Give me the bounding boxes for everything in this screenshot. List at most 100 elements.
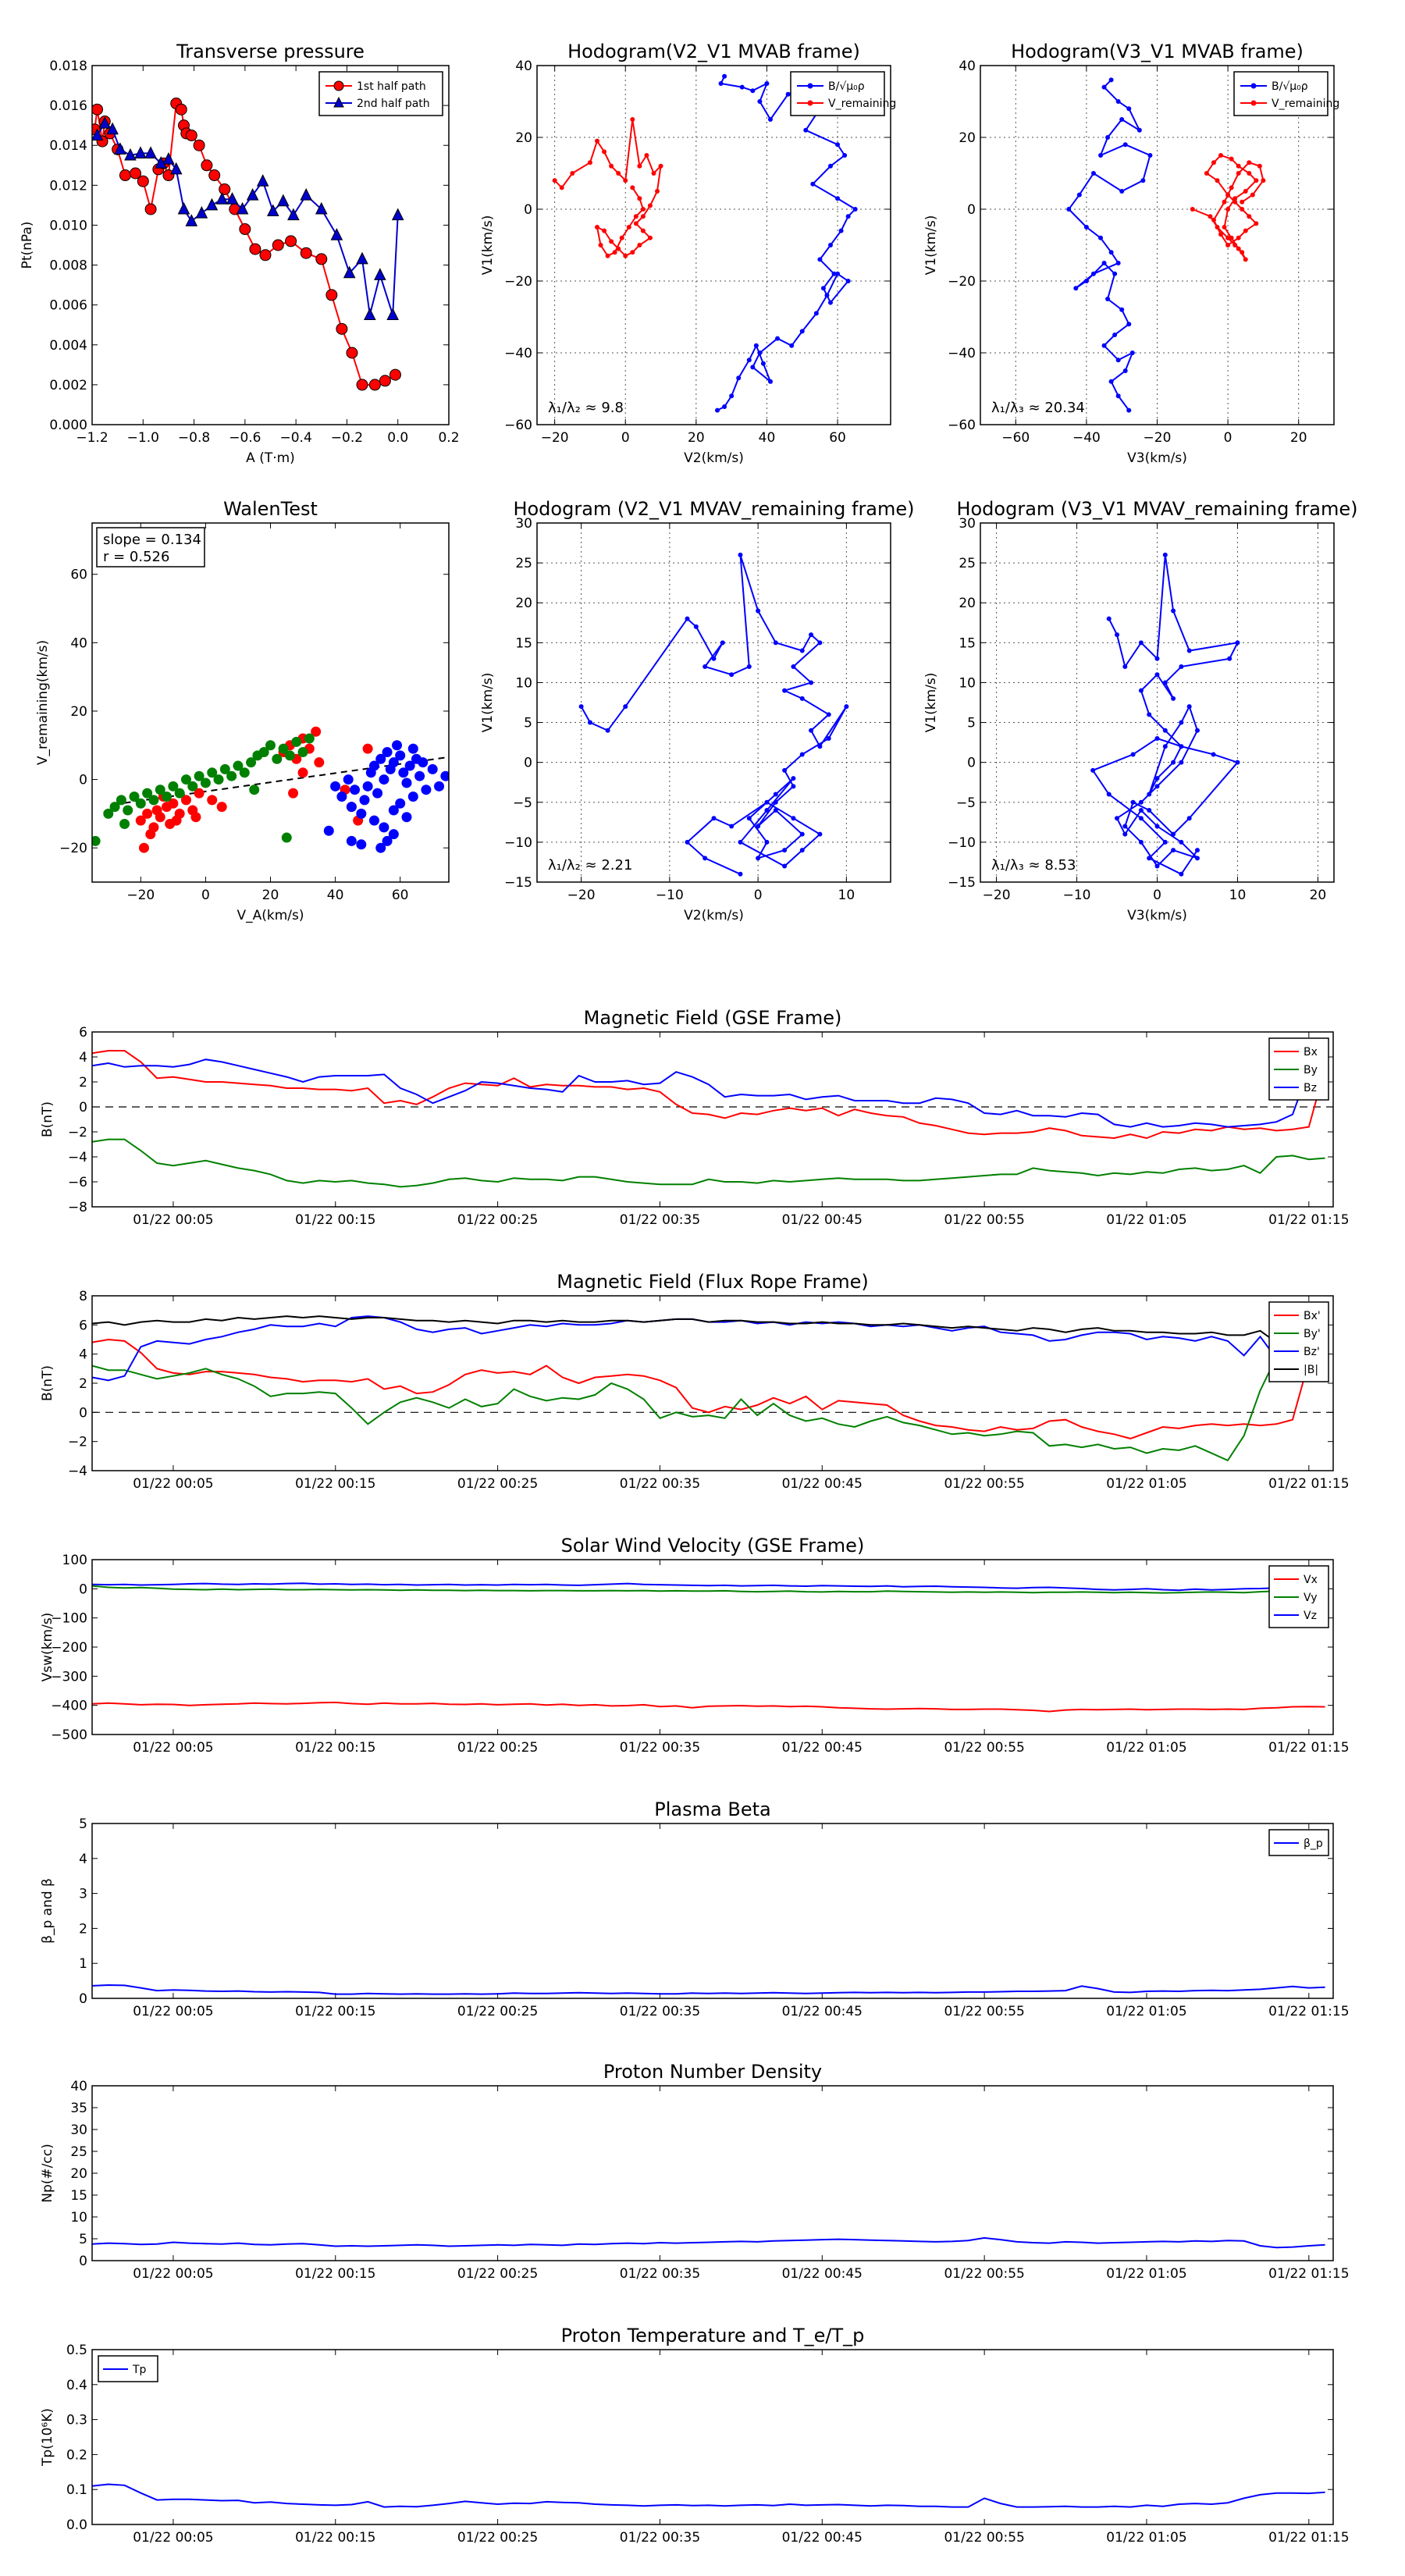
- data-point: [782, 688, 788, 693]
- data-point: [1101, 343, 1107, 348]
- data-point: [685, 616, 690, 621]
- data-point: [434, 781, 445, 792]
- y-tick-label: −400: [51, 1699, 87, 1714]
- data-point: [194, 788, 205, 799]
- data-point: [155, 812, 165, 823]
- x-tick-label: 40: [759, 430, 776, 446]
- data-point: [1229, 156, 1234, 162]
- data-point: [552, 178, 557, 183]
- data-point: [256, 174, 269, 187]
- y-tick-label: 0: [79, 1405, 87, 1421]
- plot-area: [578, 552, 849, 877]
- data-point: [216, 802, 227, 813]
- data-point: [817, 744, 823, 749]
- fit-line: [124, 756, 449, 804]
- data-point: [1112, 333, 1118, 337]
- data-point: [249, 785, 260, 795]
- data-point: [835, 271, 841, 276]
- data-point: [810, 181, 816, 187]
- data-point: [391, 208, 404, 221]
- x-tick-label: 01/22 00:25: [457, 1740, 538, 1756]
- y-tick-label: 20: [70, 2166, 87, 2182]
- data-point: [1171, 760, 1176, 765]
- data-point: [297, 767, 308, 778]
- x-axis-label: A (T·m): [246, 450, 295, 466]
- series-line-0: [92, 1050, 1326, 1140]
- x-tick-label: 01/22 00:15: [295, 2266, 375, 2282]
- data-point: [1147, 153, 1153, 158]
- data-point: [137, 175, 149, 187]
- chart-title: Hodogram(V3_V1 MVAB frame): [1011, 41, 1304, 62]
- data-point: [1162, 839, 1168, 845]
- data-point: [1254, 221, 1259, 226]
- data-point: [177, 201, 190, 215]
- data-point: [1250, 192, 1255, 197]
- data-point: [219, 183, 231, 195]
- data-point: [1115, 358, 1121, 363]
- data-point: [285, 235, 297, 247]
- transverse-pressure-frame: [91, 65, 450, 425]
- data-point: [379, 375, 391, 387]
- data-point: [820, 286, 826, 291]
- data-point: [809, 680, 814, 685]
- series-line-2: [92, 1059, 1325, 1128]
- data-point: [1186, 704, 1192, 710]
- x-tick-label: −60: [1001, 430, 1030, 446]
- data-point: [605, 728, 610, 733]
- hodogram-v3v1-mvab-frame: [980, 65, 1335, 425]
- data-point: [1215, 178, 1220, 183]
- data-point: [750, 88, 756, 94]
- data-point: [1126, 407, 1132, 413]
- data-point: [427, 763, 438, 774]
- data-point: [277, 194, 290, 207]
- data-point: [142, 808, 153, 819]
- chart-title: Hodogram (V2_V1 MVAV_remaining frame): [513, 498, 914, 520]
- y-axis-label: Tp(10⁶K): [40, 2408, 55, 2467]
- data-point: [767, 117, 773, 122]
- series-line-0: [92, 1701, 1325, 1713]
- data-point: [609, 239, 614, 244]
- x-tick-label: 10: [1229, 888, 1247, 903]
- data-point: [343, 265, 356, 279]
- series-line-2: [92, 1582, 1325, 1592]
- data-point: [401, 777, 412, 788]
- series-line-0: [92, 1984, 1325, 1995]
- data-point: [1194, 856, 1200, 861]
- data-point: [1101, 261, 1107, 265]
- legend-label: Bz': [1304, 1346, 1320, 1358]
- data-point: [637, 243, 642, 247]
- chart-title: WalenTest: [223, 498, 318, 520]
- data-point: [1235, 760, 1240, 765]
- data-point: [314, 757, 325, 768]
- data-point: [1136, 127, 1142, 133]
- data-point: [205, 197, 219, 211]
- data-point: [1235, 640, 1240, 646]
- data-point: [616, 171, 621, 176]
- proton-number-density-frame: [91, 2085, 1334, 2261]
- data-point: [1115, 816, 1120, 821]
- data-point: [602, 228, 607, 233]
- x-tick-label: 01/22 00:05: [133, 1476, 213, 1492]
- y-tick-label: 0: [524, 756, 532, 771]
- data-point: [1138, 839, 1144, 845]
- y-tick-label: 25: [515, 556, 532, 571]
- x-tick-label: 20: [262, 888, 279, 903]
- legend-label: Bz: [1304, 1082, 1317, 1094]
- y-tick-label: 5: [967, 716, 976, 731]
- solar-wind-velocity-frame: [91, 1559, 1334, 1735]
- plasma-beta-frame: [91, 1823, 1334, 1999]
- data-point: [193, 139, 205, 151]
- series-line-1: [92, 1138, 1325, 1188]
- data-point: [272, 753, 283, 764]
- data-point: [135, 798, 146, 809]
- y-tick-label: 0.2: [66, 2447, 87, 2463]
- legend-label: By: [1304, 1064, 1318, 1076]
- data-point: [817, 640, 823, 646]
- data-point: [389, 368, 401, 381]
- legend-label: Vz: [1304, 1610, 1317, 1622]
- data-point: [119, 819, 130, 830]
- data-point: [619, 235, 624, 240]
- y-tick-label: −20: [59, 841, 87, 856]
- data-point: [346, 835, 357, 846]
- data-point: [1122, 664, 1128, 669]
